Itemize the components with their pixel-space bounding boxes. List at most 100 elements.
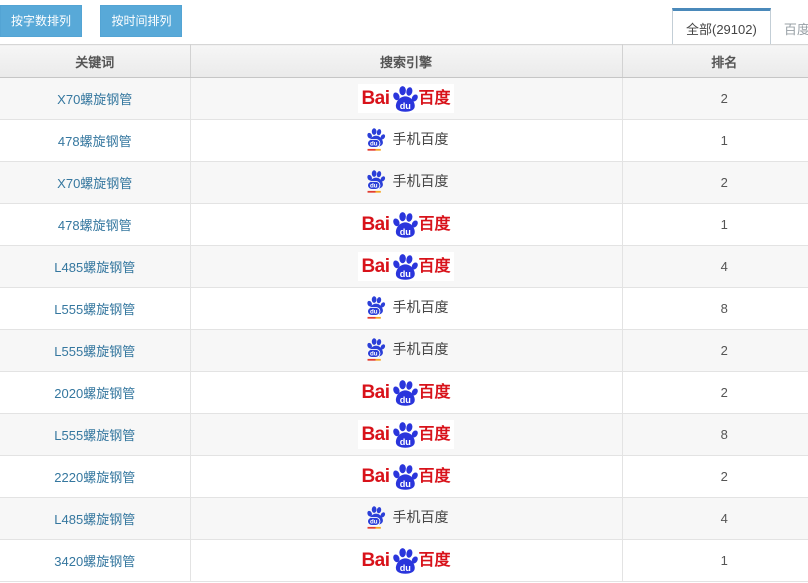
baidu-logo-cn-text: 百度 — [418, 89, 451, 107]
keyword-cell: 2220螺旋钢管 — [0, 455, 191, 498]
table-row: L485螺旋钢管 du 手机百度 4 — [0, 497, 808, 540]
table-row: 2020螺旋钢管 Bai du 百度 2 — [0, 371, 808, 414]
baidu-logo-bai-text: Bai — [361, 214, 390, 235]
sort-by-time-button[interactable]: 按时间排列 — [100, 5, 183, 37]
rank-value: 4 — [622, 497, 808, 540]
ranking-table: 关键词 搜索引擎 排名 X70螺旋钢管 Bai du 百度 2 478螺旋钢管 — [0, 44, 808, 582]
svg-text:du: du — [369, 309, 377, 316]
rank-value: 2 — [622, 371, 808, 414]
svg-text:du: du — [369, 351, 377, 358]
table-row: L555螺旋钢管 du 手机百度 2 — [0, 329, 808, 372]
baidu-logo-bai-text: Bai — [361, 382, 390, 403]
baidu-logo-bai-text: Bai — [361, 88, 390, 109]
rank-value: 2 — [622, 77, 808, 120]
mobile-baidu-label: 手机百度 — [392, 509, 449, 525]
baidu-pc-logo: Bai du 百度 — [358, 378, 454, 407]
keyword-link[interactable]: L555螺旋钢管 — [54, 302, 136, 317]
column-header-keyword: 关键词 — [0, 44, 191, 78]
baidu-paw-icon: du — [392, 212, 418, 238]
keyword-cell: 3420螺旋钢管 — [0, 539, 191, 582]
keyword-link[interactable]: X70螺旋钢管 — [57, 176, 133, 191]
baidu-paw-icon: du — [392, 464, 418, 490]
baidu-logo-bai-text: Bai — [361, 256, 390, 277]
table-row: X70螺旋钢管 Bai du 百度 2 — [0, 77, 808, 120]
baidu-logo-cn-text: 百度 — [418, 425, 451, 443]
keyword-link[interactable]: L555螺旋钢管 — [54, 428, 136, 443]
baidu-logo-cn-text: 百度 — [418, 257, 451, 275]
table-header-row: 关键词 搜索引擎 排名 — [0, 44, 808, 78]
keyword-link[interactable]: L555螺旋钢管 — [54, 344, 136, 359]
keyword-link[interactable]: 2220螺旋钢管 — [54, 470, 136, 485]
mobile-baidu-label: 手机百度 — [392, 173, 449, 189]
mobile-baidu-icon: du — [366, 506, 385, 529]
table-row: 2220螺旋钢管 Bai du 百度 2 — [0, 455, 808, 498]
keyword-cell: L485螺旋钢管 — [0, 245, 191, 288]
keyword-cell: 2020螺旋钢管 — [0, 371, 191, 414]
keyword-cell: L555螺旋钢管 — [0, 413, 191, 456]
baidu-paw-icon: du — [392, 548, 418, 574]
svg-text:du: du — [399, 563, 410, 573]
baidu-pc-logo: Bai du 百度 — [358, 546, 454, 575]
table-row: L485螺旋钢管 Bai du 百度 4 — [0, 245, 808, 288]
tab-baidu[interactable]: 百度 — [770, 8, 808, 48]
keyword-link[interactable]: 478螺旋钢管 — [57, 134, 132, 149]
rank-value: 8 — [622, 287, 808, 330]
baidu-logo-cn-text: 百度 — [418, 383, 451, 401]
sort-by-wordcount-button[interactable]: 按字数排列 — [0, 5, 83, 37]
mobile-baidu: du 手机百度 — [364, 336, 449, 362]
keyword-link[interactable]: X70螺旋钢管 — [57, 92, 133, 107]
keyword-cell: X70螺旋钢管 — [0, 77, 191, 120]
baidu-pc-logo: Bai du 百度 — [358, 420, 454, 449]
baidu-paw-icon: du — [392, 86, 418, 112]
keyword-link[interactable]: 3420螺旋钢管 — [54, 554, 136, 569]
svg-text:du: du — [399, 101, 410, 111]
rank-value: 2 — [622, 161, 808, 204]
baidu-paw-icon: du — [392, 254, 418, 280]
baidu-paw-icon: du — [392, 380, 418, 406]
table-row: X70螺旋钢管 du 手机百度 2 — [0, 161, 808, 204]
keyword-cell: L485螺旋钢管 — [0, 497, 191, 540]
baidu-logo-bai-text: Bai — [361, 424, 390, 445]
mobile-baidu-label: 手机百度 — [392, 341, 449, 357]
rank-value: 2 — [622, 455, 808, 498]
svg-text:du: du — [399, 479, 410, 489]
search-engine-cell: du 手机百度 — [190, 329, 623, 372]
column-header-search-engine: 搜索引擎 — [190, 44, 623, 78]
keyword-cell: X70螺旋钢管 — [0, 161, 191, 204]
table-row: 478螺旋钢管 du 手机百度 1 — [0, 119, 808, 162]
search-engine-cell: du 手机百度 — [190, 119, 623, 162]
tabs: 全部(29102) 百度 — [672, 8, 808, 48]
mobile-baidu: du 手机百度 — [364, 504, 449, 530]
svg-text:du: du — [399, 395, 410, 405]
mobile-baidu-icon: du — [366, 338, 385, 361]
search-engine-cell: Bai du 百度 — [190, 77, 623, 120]
toolbar: 按字数排列 按时间排列 — [0, 5, 196, 37]
keyword-link[interactable]: 478螺旋钢管 — [57, 218, 132, 233]
baidu-logo-bai-text: Bai — [361, 466, 390, 487]
svg-text:du: du — [399, 437, 410, 447]
mobile-baidu: du 手机百度 — [364, 168, 449, 194]
baidu-pc-logo: Bai du 百度 — [358, 84, 454, 113]
search-engine-cell: Bai du 百度 — [190, 245, 623, 288]
mobile-baidu-icon: du — [366, 170, 385, 193]
search-engine-cell: du 手机百度 — [190, 287, 623, 330]
search-engine-cell: Bai du 百度 — [190, 371, 623, 414]
keyword-link[interactable]: 2020螺旋钢管 — [54, 386, 136, 401]
keyword-link[interactable]: L485螺旋钢管 — [54, 512, 136, 527]
table-row: L555螺旋钢管 Bai du 百度 8 — [0, 413, 808, 456]
svg-text:du: du — [369, 141, 377, 148]
rank-value: 4 — [622, 245, 808, 288]
mobile-baidu-label: 手机百度 — [392, 131, 449, 147]
keyword-link[interactable]: L485螺旋钢管 — [54, 260, 136, 275]
tab-all[interactable]: 全部(29102) — [672, 8, 771, 48]
search-engine-cell: Bai du 百度 — [190, 413, 623, 456]
baidu-logo-cn-text: 百度 — [418, 215, 451, 233]
rank-value: 1 — [622, 203, 808, 246]
svg-text:du: du — [399, 269, 410, 279]
mobile-baidu-icon: du — [366, 128, 385, 151]
svg-text:du: du — [369, 183, 377, 190]
search-engine-cell: Bai du 百度 — [190, 203, 623, 246]
svg-text:du: du — [399, 227, 410, 237]
baidu-logo-cn-text: 百度 — [418, 467, 451, 485]
rank-value: 8 — [622, 413, 808, 456]
